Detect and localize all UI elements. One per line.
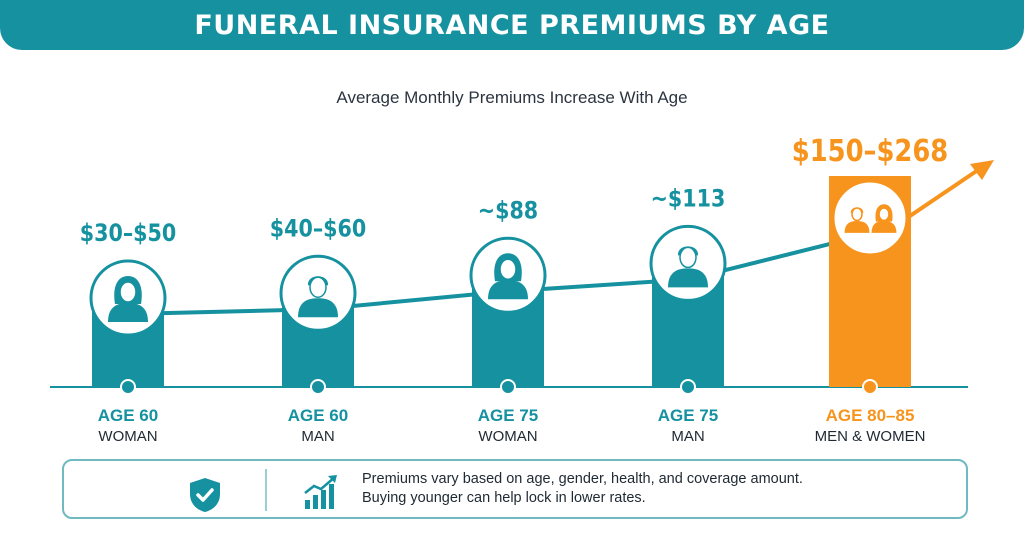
growth-chart-icon xyxy=(304,475,337,509)
value-label: ~$113 xyxy=(651,185,726,213)
note-text: Premiums vary based on age, gender, heal… xyxy=(362,470,803,508)
note-line-1: Premiums vary based on age, gender, heal… xyxy=(362,471,803,487)
value-label: $150–$268 xyxy=(792,133,948,168)
value-label: $40–$60 xyxy=(270,215,366,243)
group-label: WOMAN xyxy=(98,428,157,445)
header-banner: FUNERAL INSURANCE PREMIUMS BY AGE xyxy=(0,0,1024,50)
value-label: ~$88 xyxy=(478,197,538,225)
trend-arrowhead xyxy=(970,160,994,180)
couple-icon xyxy=(844,204,897,233)
trend-arrow-line xyxy=(908,168,980,218)
age-label: AGE 80–85 xyxy=(826,406,915,425)
bar-group-1: $30–$50 AGE 60 WOMAN xyxy=(80,220,176,445)
bar-group-4: ~$113 AGE 75 MAN xyxy=(649,185,727,445)
note-divider xyxy=(265,469,267,511)
group-label: MAN xyxy=(301,428,334,445)
shield-check-icon xyxy=(190,478,220,512)
baseline-dot xyxy=(500,379,516,395)
man-icon xyxy=(668,246,708,288)
bar-group-3: ~$88 AGE 75 WOMAN xyxy=(469,197,547,445)
baseline-dot xyxy=(310,379,326,395)
bar-group-2: $40–$60 AGE 60 MAN xyxy=(270,215,366,445)
premium-chart: $30–$50 AGE 60 WOMAN $40–$60 AGE 60 MAN ~$88 AG… xyxy=(50,133,994,445)
woman-icon xyxy=(488,253,528,300)
baseline-dot xyxy=(120,379,136,395)
value-label: $30–$50 xyxy=(80,220,176,248)
baseline-dot xyxy=(680,379,696,395)
icon-circle xyxy=(831,179,909,257)
bar-group-5: $150–$268 AGE 80–85 MEN & WOMEN xyxy=(792,133,948,445)
age-label: AGE 60 xyxy=(288,406,348,425)
woman-icon xyxy=(108,276,148,322)
baseline-dot xyxy=(862,379,878,395)
chart-subtitle: Average Monthly Premiums Increase With A… xyxy=(336,88,688,107)
group-label: WOMAN xyxy=(478,428,537,445)
age-label: AGE 75 xyxy=(478,406,538,425)
age-label: AGE 75 xyxy=(658,406,718,425)
note-line-2: Buying younger can help lock in lower ra… xyxy=(362,490,646,506)
page-title: FUNERAL INSURANCE PREMIUMS BY AGE xyxy=(194,9,830,41)
age-label: AGE 60 xyxy=(98,406,158,425)
man-icon xyxy=(298,276,338,318)
group-label: MAN xyxy=(671,428,704,445)
group-label: MEN & WOMEN xyxy=(815,428,926,445)
info-note: Premiums vary based on age, gender, heal… xyxy=(62,459,968,519)
